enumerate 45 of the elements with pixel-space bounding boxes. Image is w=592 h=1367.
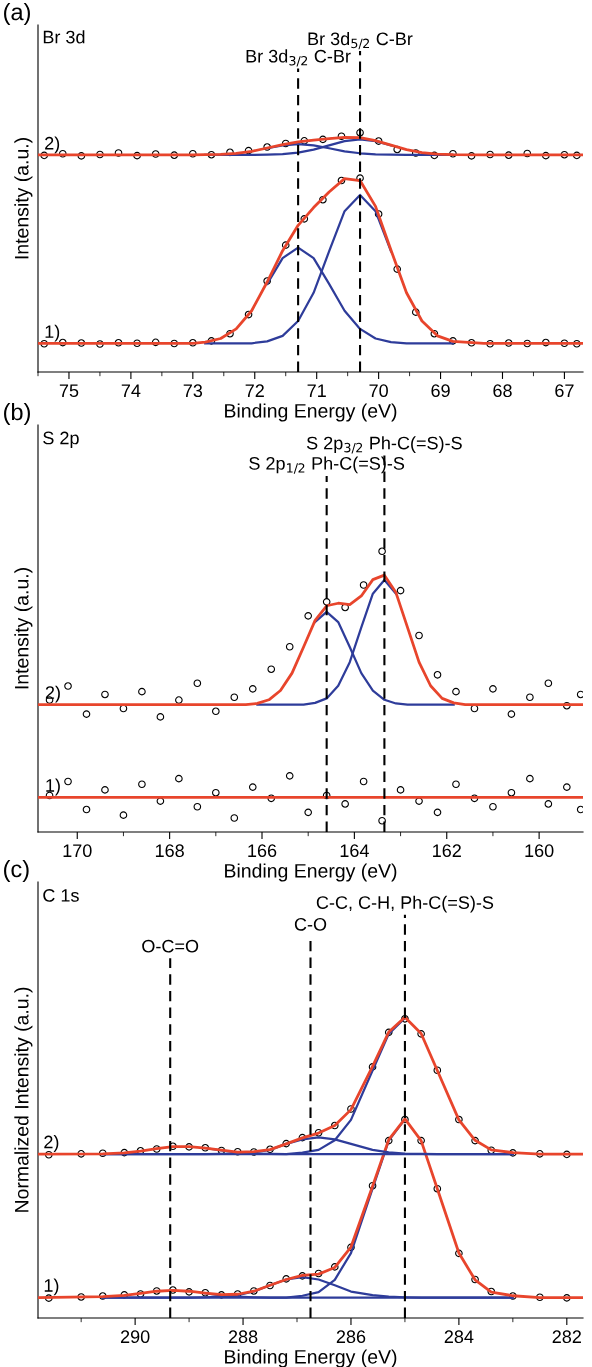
ref-line-label: S 2p$_{1/2}$ Ph-C(=S)-S xyxy=(249,456,405,474)
ref-line-label: C-C, C-H, Ph-C(=S)-S xyxy=(316,895,494,913)
x-tick-label: 166 xyxy=(248,844,277,858)
x-tick-label: 73 xyxy=(183,384,203,398)
annotation: 1) xyxy=(44,1278,59,1296)
x-tick-label: 288 xyxy=(228,1330,258,1344)
x-tick-label: 67 xyxy=(555,384,574,398)
annotation: 2) xyxy=(45,685,60,703)
annotation: 1) xyxy=(45,324,60,342)
x-tick-label: 72 xyxy=(245,384,264,397)
ref-line-label: S 2p$_{3/2}$ Ph-C(=S)-S xyxy=(306,436,462,454)
x-tick-label: 164 xyxy=(340,844,369,858)
x-tick-label: 162 xyxy=(433,844,461,858)
chart-subtitle: C 1s xyxy=(43,889,79,902)
x-tick-label: 160 xyxy=(525,844,554,858)
x-axis-title: Binding Energy (eV) xyxy=(225,403,397,422)
chart-subtitle: S 2p xyxy=(43,431,79,448)
x-tick-label: 286 xyxy=(336,1330,366,1344)
x-tick-label: 284 xyxy=(444,1330,474,1344)
annotation: 1) xyxy=(46,778,60,796)
y-axis-title: Intensity (a.u.) xyxy=(14,138,33,259)
x-tick-label: 71 xyxy=(307,384,326,397)
annotation: 2) xyxy=(45,136,60,154)
x-tick-label: 70 xyxy=(369,384,388,398)
chart-title: (c) xyxy=(4,859,29,882)
ref-line-label: C-O xyxy=(294,917,327,931)
ref-line-label: Br 3d$_{3/2}$ C-Br xyxy=(246,49,351,67)
y-axis-title: Normalized Intensity (a.u.) xyxy=(14,987,33,1212)
chart-subtitle: Br 3d xyxy=(43,30,85,44)
x-tick-label: 290 xyxy=(120,1330,150,1344)
x-tick-label: 282 xyxy=(552,1330,581,1344)
chart-title: (b) xyxy=(4,402,30,425)
x-axis-title: Binding Energy (eV) xyxy=(225,863,397,882)
x-tick-label: 75 xyxy=(59,384,79,398)
x-tick-label: 69 xyxy=(431,384,450,398)
annotation: 2) xyxy=(44,1135,59,1152)
ref-line-label: O-C=O xyxy=(142,939,199,953)
x-tick-label: 74 xyxy=(121,384,141,397)
chart-title: (a) xyxy=(4,2,30,25)
y-axis-title: Intensity (a.u.) xyxy=(14,568,33,689)
x-tick-label: 168 xyxy=(155,844,184,858)
ref-line-label: Br 3d$_{5/2}$ C-Br xyxy=(308,31,413,50)
x-axis-title: Binding Energy (eV) xyxy=(225,1349,397,1367)
x-tick-label: 68 xyxy=(493,384,512,398)
x-tick-label: 170 xyxy=(63,844,92,858)
